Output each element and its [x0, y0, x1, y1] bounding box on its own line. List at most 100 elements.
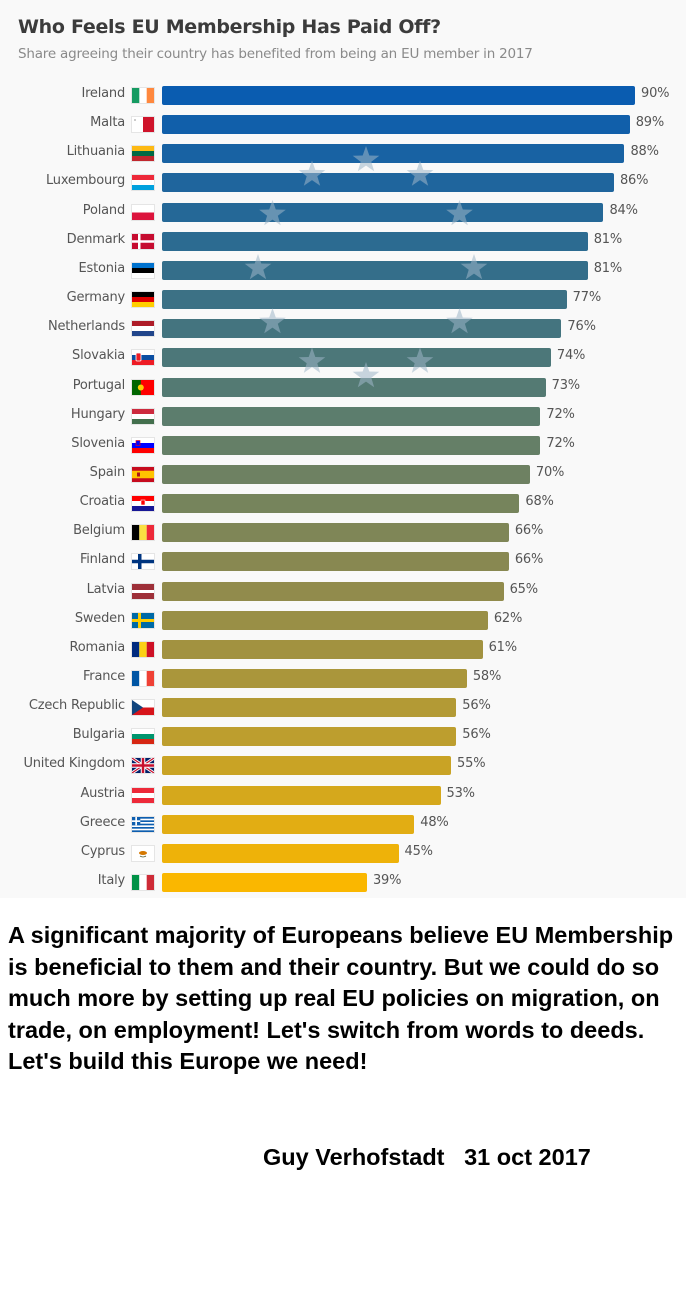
bar-row: Bulgaria 56%: [0, 723, 686, 752]
signature: Guy Verhofstadt 31 oct 2017: [263, 1144, 591, 1171]
flag-germany-icon: [132, 292, 154, 308]
category-label: Italy: [97, 873, 125, 889]
flag-ireland-icon: [132, 88, 154, 103]
category-label: Denmark: [66, 231, 126, 247]
bar-row: Hungary 72%: [0, 403, 686, 432]
bar: [162, 406, 541, 426]
flag-poland-icon: [132, 204, 154, 220]
flag-croatia-icon: [132, 496, 154, 512]
chart-subtitle: Share agreeing their country has benefit…: [18, 46, 533, 62]
bar: [162, 319, 562, 339]
category-label: Malta: [90, 115, 125, 131]
signature-date: 31 oct 2017: [464, 1144, 591, 1170]
bar: [162, 873, 367, 893]
bar-row: Sweden 62%: [0, 607, 686, 636]
bar: [162, 756, 452, 776]
value-label: 55%: [457, 756, 486, 772]
chart-panel: Who Feels EU Membership Has Paid Off? Sh…: [0, 16, 686, 893]
value-label: 48%: [420, 814, 449, 830]
flag-hungary-icon: [132, 408, 154, 424]
bar: [162, 698, 457, 718]
category-label: Slovakia: [72, 348, 125, 364]
value-label: 58%: [472, 669, 502, 684]
quote-text: A significant majority of Europeans beli…: [8, 922, 674, 1074]
bar: [162, 552, 509, 572]
value-label: 81%: [593, 231, 622, 247]
bar-row: Slovenia 72%: [0, 432, 686, 461]
bar: [162, 260, 588, 280]
flag-portugal-icon: [132, 379, 154, 395]
bar-row: United Kingdom 55%: [0, 752, 686, 781]
flag-estonia-icon: [132, 262, 154, 278]
bar-row: Austria 53%: [0, 782, 686, 811]
bar: [162, 202, 604, 222]
flag-sweden-icon: [132, 612, 154, 628]
value-label: 45%: [404, 843, 433, 859]
bar: [162, 86, 635, 105]
bar-row: Cyprus 45%: [0, 840, 686, 869]
value-label: 53%: [446, 785, 475, 801]
value-label: 72%: [546, 406, 575, 422]
signature-author: Guy Verhofstadt: [263, 1144, 445, 1170]
bar-row: Luxembourg 86%: [0, 169, 686, 198]
bar: [162, 523, 509, 543]
flag-greece-icon: [132, 816, 154, 832]
bar-row: Finland 66%: [0, 548, 686, 577]
category-label: Austria: [80, 785, 125, 801]
flag-austria-icon: [132, 787, 154, 803]
category-label: Luxembourg: [45, 173, 125, 189]
bar: [162, 843, 399, 863]
bar: [162, 173, 614, 193]
flag-united-kingdom-icon: [132, 758, 154, 774]
bar-row: Czech Republic 56%: [0, 694, 686, 723]
bar-row: Spain 70%: [0, 461, 686, 490]
bar-row: Slovakia 74%: [0, 344, 686, 373]
flag-france-icon: [132, 671, 154, 686]
category-label: Bulgaria: [72, 727, 126, 743]
flag-luxembourg-icon: [132, 175, 154, 191]
category-label: Czech Republic: [28, 698, 125, 714]
value-label: 61%: [488, 639, 517, 655]
value-label: 89%: [635, 115, 665, 131]
bar: [162, 231, 588, 251]
value-label: 68%: [525, 494, 554, 510]
category-label: Spain: [89, 464, 126, 480]
flag-finland-icon: [132, 554, 154, 570]
bar-row: Poland 84%: [0, 199, 686, 228]
bar: [162, 290, 567, 310]
category-label: Finland: [79, 552, 125, 568]
flag-czech-republic-icon: [132, 700, 154, 716]
category-label: Hungary: [70, 406, 125, 422]
bar: [162, 435, 541, 455]
value-label: 70%: [535, 464, 565, 480]
bar: [162, 610, 488, 630]
value-label: 84%: [609, 202, 638, 218]
flag-romania-icon: [132, 641, 154, 657]
bar-row: Estonia 81%: [0, 257, 686, 286]
category-label: Poland: [82, 202, 125, 218]
flag-belgium-icon: [132, 525, 154, 541]
category-label: Croatia: [79, 494, 126, 510]
value-label: 72%: [546, 435, 575, 451]
category-label: Romania: [69, 639, 126, 655]
value-label: 66%: [514, 523, 544, 539]
value-label: 56%: [462, 727, 491, 743]
value-label: 88%: [630, 144, 659, 160]
bar: [162, 785, 441, 805]
flag-malta-icon: [132, 117, 154, 133]
flag-denmark-icon: [132, 233, 154, 249]
bar: [162, 348, 551, 368]
bar: [162, 669, 467, 688]
category-label: Netherlands: [47, 319, 125, 335]
flag-latvia-icon: [132, 583, 154, 599]
bar-row: Latvia 65%: [0, 578, 686, 607]
category-label: Belgium: [73, 523, 125, 539]
value-label: 56%: [462, 698, 491, 714]
value-label: 62%: [493, 610, 523, 626]
bar: [162, 814, 415, 834]
category-label: Portugal: [72, 377, 125, 393]
flag-italy-icon: [132, 875, 154, 891]
bar-row: Denmark 81%: [0, 228, 686, 257]
value-label: 39%: [372, 873, 402, 889]
category-label: Sweden: [74, 610, 125, 626]
